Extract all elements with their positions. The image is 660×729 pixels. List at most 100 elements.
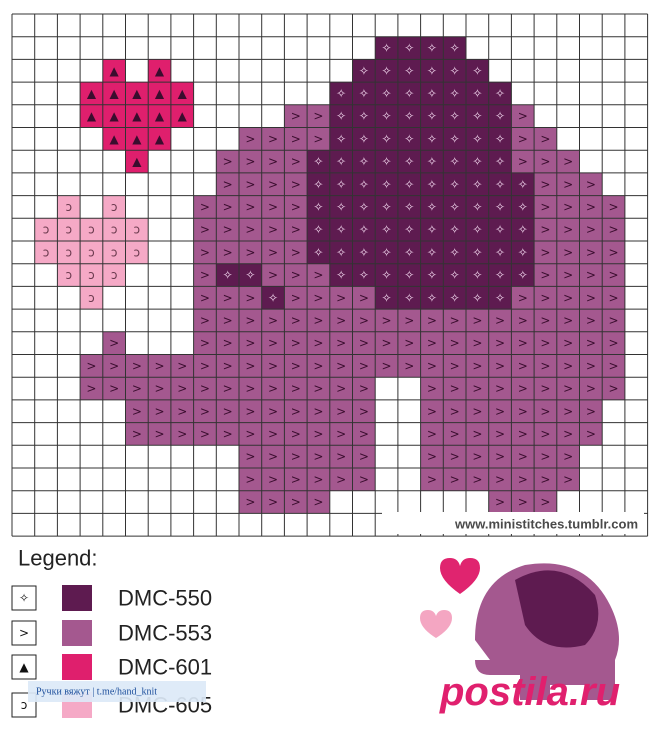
stitch [352, 172, 376, 196]
stitch [579, 331, 603, 355]
stitch-symbol: > [518, 155, 528, 169]
stitch [80, 218, 103, 241]
stitch-symbol: ✧ [336, 155, 346, 169]
stitch [488, 490, 512, 514]
stitch [420, 36, 444, 60]
stitch [284, 468, 308, 491]
stitch-symbol: > [518, 359, 528, 373]
stitch-symbol: > [404, 336, 414, 350]
stitch-symbol: > [495, 313, 505, 327]
stitch [556, 218, 580, 241]
stitch [193, 309, 217, 332]
stitch [80, 241, 103, 264]
stitch [488, 331, 512, 355]
stitch [170, 377, 194, 400]
stitch [443, 195, 466, 219]
stitch-symbol: > [132, 404, 142, 418]
stitch [352, 445, 376, 468]
stitch-symbol: > [155, 404, 165, 418]
stitch-symbol: > [495, 472, 505, 486]
stitch [34, 241, 58, 264]
stitch-symbol: > [518, 472, 528, 486]
stitch [125, 150, 149, 173]
stitch [488, 309, 512, 332]
stitch [284, 422, 308, 446]
stitch [443, 82, 466, 105]
stitch [193, 241, 217, 264]
stitch [488, 127, 512, 151]
stitch-symbol: ✧ [450, 245, 460, 259]
stitch [239, 172, 262, 196]
stitch-symbol: > [540, 155, 550, 169]
stitch [102, 377, 126, 400]
stitch-symbol: ✧ [382, 86, 392, 100]
stitch [329, 104, 353, 128]
stitch-symbol: > [472, 313, 482, 327]
stitch-symbol: > [495, 359, 505, 373]
stitch-symbol: > [268, 450, 278, 464]
stitch [284, 127, 308, 151]
stitch-symbol: > [427, 404, 437, 418]
stitch [375, 82, 398, 105]
stitch-symbol: ↄ [134, 245, 141, 259]
stitch-symbol: ✧ [382, 268, 392, 282]
stitch [148, 82, 171, 105]
stitch-symbol: > [268, 336, 278, 350]
stitch-symbol: > [245, 495, 255, 509]
stitch [511, 104, 535, 128]
stitch [602, 331, 625, 355]
stitch [420, 172, 444, 196]
stitch-symbol: > [450, 427, 460, 441]
stitch [216, 354, 239, 378]
stitch [352, 263, 376, 287]
stitch [443, 445, 466, 468]
stitch-symbol: ✧ [472, 245, 482, 259]
stitch [443, 354, 466, 378]
stitch-symbol: > [291, 177, 301, 191]
stitch-symbol: ✧ [450, 64, 460, 78]
stitch [125, 377, 149, 400]
stitch [329, 150, 353, 173]
stitch [443, 59, 466, 83]
stitch [511, 399, 535, 423]
stitch-symbol: ✧ [223, 268, 233, 282]
stitch-symbol: ▲ [87, 86, 97, 100]
stitch [329, 82, 353, 105]
stitch-symbol: > [245, 132, 255, 146]
stitch [216, 331, 239, 355]
stitch-symbol: ✧ [382, 245, 392, 259]
stitch-symbol: ✧ [427, 41, 437, 55]
stitch [375, 36, 398, 60]
stitch-symbol: > [359, 359, 369, 373]
stitch-symbol: > [200, 268, 210, 282]
stitch-symbol: > [109, 382, 119, 396]
stitch [443, 241, 466, 264]
stitch-symbol: > [563, 404, 573, 418]
stitch [352, 241, 376, 264]
stitch-symbol: > [563, 291, 573, 305]
stitch-symbol: > [563, 336, 573, 350]
stitch [216, 150, 239, 173]
stitch [556, 445, 580, 468]
stitch [443, 36, 466, 60]
stitch [466, 399, 489, 423]
stitch [488, 468, 512, 491]
stitch [602, 354, 625, 378]
stitch [329, 422, 353, 446]
stitch-symbol: > [563, 427, 573, 441]
stitch-symbol: > [495, 404, 505, 418]
stitch-symbol: ✧ [359, 268, 369, 282]
stitch-symbol: > [223, 427, 233, 441]
stitch [193, 331, 217, 355]
stitch [397, 218, 421, 241]
stitch-symbol: ✧ [518, 223, 528, 237]
stitch [57, 263, 81, 287]
stitch [534, 286, 557, 310]
stitch [352, 104, 376, 128]
stitch [466, 150, 489, 173]
legend-label: DMC-550 [118, 586, 212, 611]
stitch-symbol: ▲ [155, 64, 165, 78]
stitch [216, 263, 239, 287]
stitch-symbol: > [223, 245, 233, 259]
stitch [329, 377, 353, 400]
